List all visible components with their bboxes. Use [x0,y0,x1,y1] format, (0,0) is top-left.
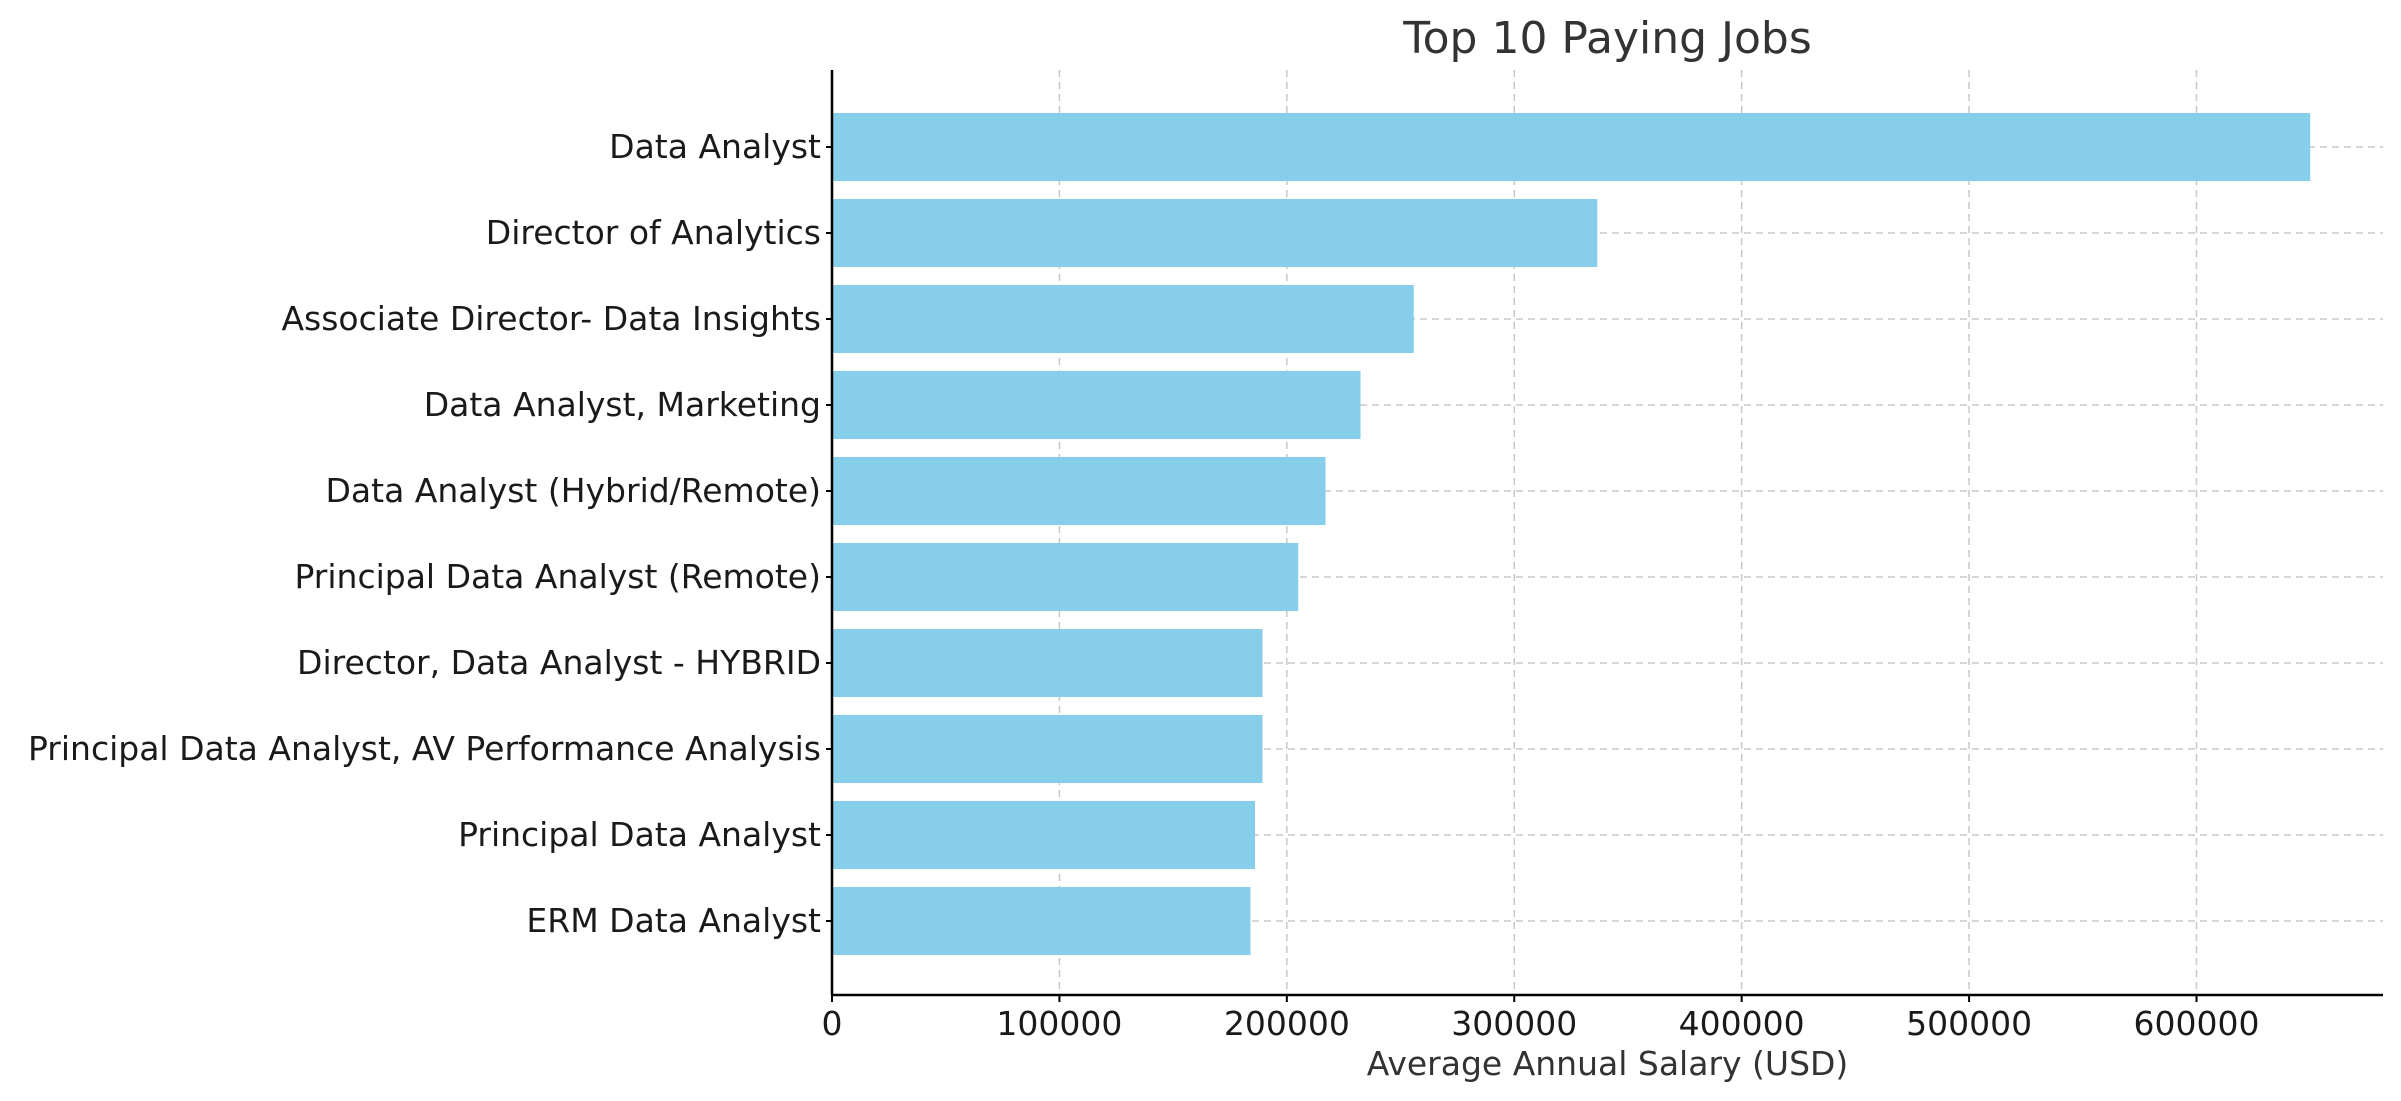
bar [832,371,1361,439]
category-label: Director of Analytics [486,213,821,252]
category-labels: Data Analyst Director of Analytics Associa… [28,127,832,940]
bar [832,801,1255,869]
bar [832,113,2311,181]
bar [832,887,1251,955]
category-label: Data Analyst (Hybrid/Remote) [326,471,821,510]
bars-layer [832,113,2311,955]
x-tick-label: 300000 [1451,1004,1577,1043]
category-label: Principal Data Analyst, AV Performance A… [28,729,821,768]
x-tick-label: 600000 [2134,1004,2260,1043]
category-label: ERM Data Analyst [526,901,821,940]
bar [832,285,1414,353]
x-tick-label: 400000 [1679,1004,1805,1043]
category-label: Principal Data Analyst [458,815,821,854]
x-tick-label: 0 [822,1004,843,1043]
x-tick-label: 500000 [1906,1004,2032,1043]
x-ticks: 0 100000 200000 300000 400000 500000 600000 [822,995,2260,1043]
x-tick-label: 200000 [1224,1004,1350,1043]
bar [832,715,1263,783]
chart-title: Top 10 Paying Jobs [1402,13,1812,64]
category-label: Director, Data Analyst - HYBRID [297,643,821,682]
category-label: Associate Director- Data Insights [281,299,821,338]
bar [832,457,1326,525]
x-tick-label: 100000 [996,1004,1122,1043]
axes-layer [830,70,2383,997]
bar [832,629,1263,697]
bar [832,543,1299,611]
category-label: Principal Data Analyst (Remote) [294,557,821,596]
bar [832,199,1598,267]
category-label: Data Analyst, Marketing [424,385,821,424]
category-label: Data Analyst [609,127,821,166]
x-axis-label: Average Annual Salary (USD) [1367,1044,1849,1083]
